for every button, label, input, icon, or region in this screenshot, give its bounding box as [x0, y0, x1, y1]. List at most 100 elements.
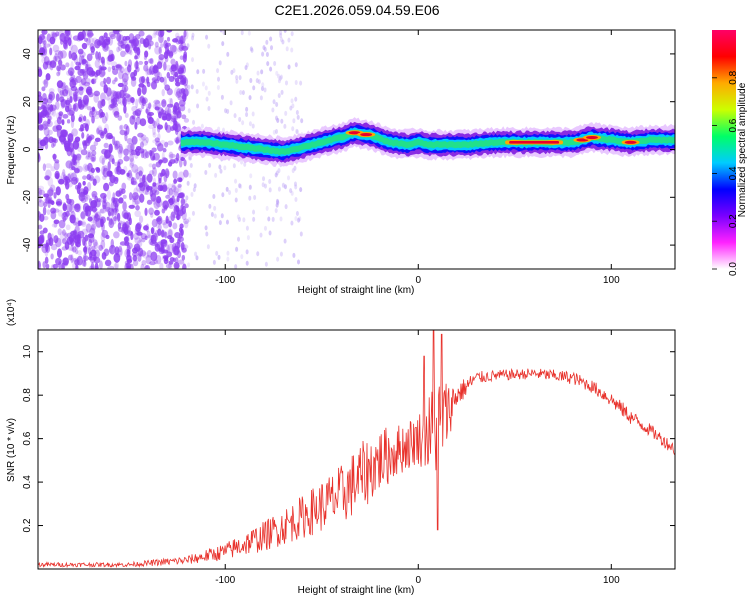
noise-dot [81, 132, 85, 139]
noise-dot [119, 124, 124, 130]
noise-dot [161, 219, 167, 226]
noise-dot [90, 51, 95, 56]
noise-dot [159, 185, 163, 192]
spectrogram-y-tick-label: -40 [22, 237, 33, 252]
noise-dot [169, 237, 175, 244]
noise-dot [175, 91, 182, 99]
noise-dot [71, 262, 78, 269]
noise-dot [176, 88, 183, 97]
noise-dot [93, 113, 100, 120]
noise-dot [139, 193, 145, 203]
noise-dot [92, 205, 97, 213]
noise-dot [83, 81, 91, 87]
noise-dot [293, 181, 297, 187]
noise-dot [283, 238, 287, 244]
noise-dot [58, 219, 66, 229]
noise-dot [85, 63, 89, 72]
noise-dot [266, 61, 270, 67]
noise-dot [184, 220, 189, 229]
noise-dot [154, 241, 159, 247]
noise-dot [243, 161, 247, 167]
noise-dot [94, 39, 101, 49]
noise-dot [61, 262, 65, 269]
noise-dot [281, 39, 285, 45]
noise-dot [83, 245, 88, 255]
snr-x-tick-label: 0 [415, 575, 421, 586]
noise-dot [144, 264, 151, 269]
noise-dot [245, 112, 249, 118]
noise-dot [94, 262, 99, 269]
noise-dot [216, 68, 220, 74]
noise-dot [77, 182, 82, 190]
noise-dot [126, 265, 131, 269]
noise-dot [59, 96, 65, 103]
noise-dot [172, 38, 179, 43]
colorbar-label: Normalized spectral amplitude [737, 82, 748, 217]
noise-dot [114, 201, 119, 212]
noise-dot [76, 153, 82, 161]
noise-dot [177, 185, 182, 193]
noise-dot [156, 75, 161, 81]
noise-dot [252, 216, 256, 222]
noise-dot [140, 263, 145, 269]
noise-dot [169, 98, 174, 108]
noise-dot [94, 59, 100, 68]
noise-dot [133, 243, 141, 252]
noise-dot [175, 137, 179, 145]
noise-dot [103, 248, 110, 257]
noise-dot [162, 147, 167, 153]
noise-dot [107, 66, 112, 73]
noise-dot [164, 106, 170, 115]
noise-dot [86, 106, 92, 111]
noise-dot [200, 123, 204, 129]
spectrogram-x-label: Height of straight line (km) [298, 285, 415, 296]
noise-dot [113, 110, 120, 118]
noise-dot [97, 51, 101, 61]
noise-dot [78, 127, 85, 132]
noise-dot [59, 231, 66, 241]
noise-dot [138, 76, 145, 84]
noise-dot [90, 249, 97, 257]
noise-dot [72, 257, 80, 263]
noise-dot [108, 170, 113, 177]
noise-dot [124, 241, 130, 247]
noise-dot [47, 129, 53, 136]
noise-dot [174, 257, 179, 264]
noise-dot [96, 167, 101, 173]
noise-dot [184, 84, 189, 89]
noise-dot [145, 255, 152, 265]
noise-dot [287, 37, 291, 43]
noise-dot [260, 69, 264, 75]
noise-dot [60, 98, 66, 109]
noise-dot [194, 251, 198, 257]
noise-dot [136, 231, 143, 236]
noise-dot [183, 169, 189, 178]
noise-dot [101, 157, 105, 166]
noise-dot [64, 85, 69, 94]
noise-dot [108, 152, 113, 162]
noise-dot [71, 257, 77, 263]
noise-dot [168, 220, 172, 228]
noise-dot [71, 128, 78, 137]
noise-dot [221, 192, 225, 198]
noise-dot [277, 168, 281, 174]
noise-dot [94, 212, 99, 219]
noise-dot [75, 75, 82, 84]
noise-dot [171, 45, 178, 55]
noise-dot [59, 32, 66, 43]
noise-dot [114, 140, 120, 150]
noise-dot [120, 43, 128, 49]
noise-dot [144, 50, 149, 58]
noise-dot [240, 254, 244, 260]
noise-dot [39, 35, 47, 43]
noise-dot [175, 60, 179, 71]
noise-dot [170, 211, 176, 222]
noise-dot [208, 203, 212, 209]
noise-dot [174, 86, 181, 97]
noise-dot [66, 232, 73, 238]
noise-dot [85, 208, 92, 217]
noise-dot [122, 221, 127, 228]
noise-dot [138, 83, 145, 88]
noise-dot [280, 89, 284, 95]
noise-dot [150, 192, 157, 202]
